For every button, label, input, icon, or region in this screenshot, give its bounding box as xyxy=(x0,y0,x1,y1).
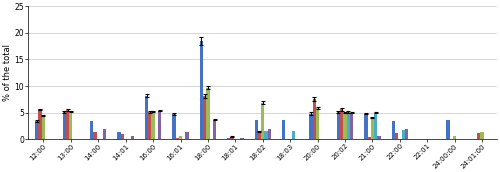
Bar xyxy=(477,133,480,139)
Bar xyxy=(337,112,340,139)
Bar xyxy=(368,137,371,139)
Bar xyxy=(480,132,484,139)
Bar xyxy=(402,130,405,139)
Bar xyxy=(152,112,155,139)
Bar xyxy=(371,117,374,139)
Bar xyxy=(254,120,258,139)
Bar xyxy=(395,133,398,139)
Bar xyxy=(378,136,380,139)
Bar xyxy=(66,110,69,139)
Bar xyxy=(121,134,124,139)
Bar xyxy=(374,113,378,139)
Bar xyxy=(103,129,106,139)
Bar xyxy=(200,41,203,139)
Bar xyxy=(316,108,320,139)
Bar xyxy=(186,132,189,139)
Bar xyxy=(158,111,162,139)
Bar xyxy=(62,112,66,139)
Bar xyxy=(344,113,346,139)
Bar xyxy=(38,109,42,139)
Bar xyxy=(282,120,286,139)
Bar xyxy=(310,114,312,139)
Bar xyxy=(227,138,230,139)
Y-axis label: % of the total: % of the total xyxy=(3,44,12,101)
Bar xyxy=(203,96,206,139)
Bar xyxy=(392,121,395,139)
Bar xyxy=(350,113,354,139)
Bar xyxy=(258,131,261,139)
Bar xyxy=(268,129,271,139)
Bar xyxy=(240,138,244,139)
Bar xyxy=(261,103,264,139)
Bar xyxy=(148,112,152,139)
Bar xyxy=(206,88,210,139)
Bar xyxy=(364,114,368,139)
Bar xyxy=(42,116,45,139)
Bar xyxy=(446,120,450,139)
Bar xyxy=(94,132,96,139)
Bar xyxy=(69,112,72,139)
Bar xyxy=(346,112,350,139)
Bar xyxy=(130,136,134,139)
Bar xyxy=(213,120,216,139)
Bar xyxy=(230,137,234,139)
Bar xyxy=(145,96,148,139)
Bar xyxy=(118,132,121,139)
Bar xyxy=(405,129,408,139)
Bar xyxy=(176,138,179,139)
Bar xyxy=(179,136,182,139)
Bar xyxy=(172,114,176,139)
Bar xyxy=(312,99,316,139)
Bar xyxy=(453,136,456,139)
Bar xyxy=(90,121,94,139)
Bar xyxy=(264,131,268,139)
Bar xyxy=(292,131,295,139)
Bar xyxy=(35,121,38,139)
Bar xyxy=(340,109,344,139)
